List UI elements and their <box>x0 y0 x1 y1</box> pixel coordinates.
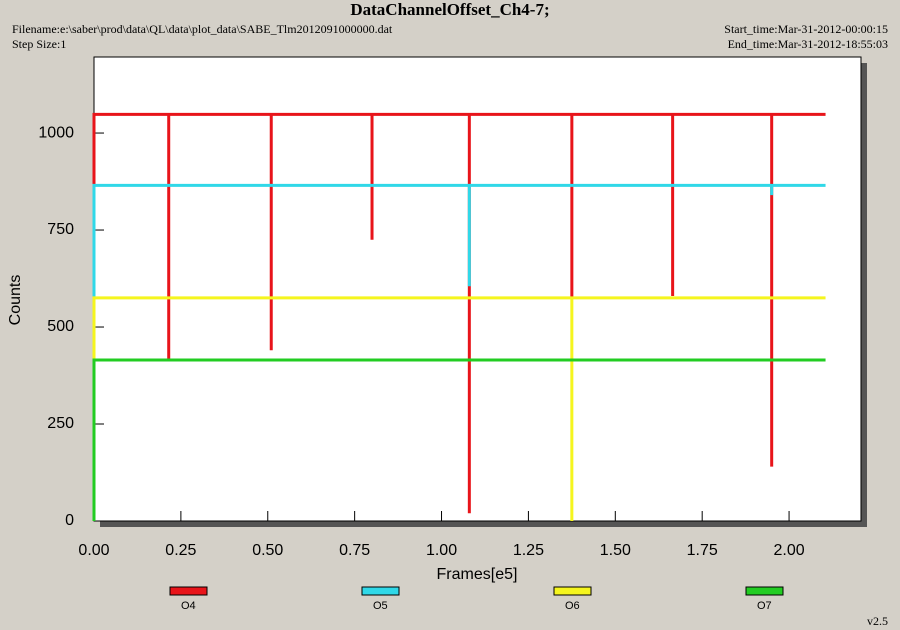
end-time: End_time:Mar-31-2012-18:55:03 <box>728 37 888 51</box>
series-line <box>92 183 826 521</box>
x-tick-label: 0.50 <box>252 542 283 559</box>
y-tick-label: 500 <box>47 318 74 335</box>
x-tick-label: 0.75 <box>339 542 370 559</box>
y-axis-label: Counts <box>7 275 24 326</box>
x-tick-label: 0.25 <box>165 542 196 559</box>
y-tick-label: 250 <box>47 415 74 432</box>
x-axis-label: Frames[e5] <box>437 566 518 583</box>
series-line <box>92 112 826 521</box>
start-time: Start_time:Mar-31-2012-00:00:15 <box>724 22 888 36</box>
legend-label: O4 <box>181 600 196 612</box>
legend-label: O5 <box>373 600 388 612</box>
series-line <box>92 358 826 521</box>
legend-label: O7 <box>757 600 772 612</box>
legend-swatch <box>361 586 400 596</box>
legend-swatch <box>553 586 592 596</box>
legend-swatch <box>169 586 208 596</box>
legend-label: O6 <box>565 600 580 612</box>
y-tick-label: 1000 <box>38 124 74 141</box>
chart-title: DataChannelOffset_Ch4-7; <box>350 0 549 19</box>
legend-swatch <box>745 586 784 596</box>
x-tick-label: 1.50 <box>600 542 631 559</box>
y-tick-label: 0 <box>65 512 74 529</box>
version: v2.5 <box>867 614 888 628</box>
x-tick-label: 1.00 <box>426 542 457 559</box>
x-tick-label: 0.00 <box>78 542 109 559</box>
x-tick-label: 2.00 <box>773 542 804 559</box>
plot-area <box>93 56 862 522</box>
filename: Filename:e:\saber\prod\data\QL\data\plot… <box>12 22 393 36</box>
step-size: Step Size:1 <box>12 37 66 51</box>
y-tick-label: 750 <box>47 221 74 238</box>
series-line <box>92 296 826 521</box>
x-tick-label: 1.25 <box>513 542 544 559</box>
x-tick-label: 1.75 <box>687 542 718 559</box>
